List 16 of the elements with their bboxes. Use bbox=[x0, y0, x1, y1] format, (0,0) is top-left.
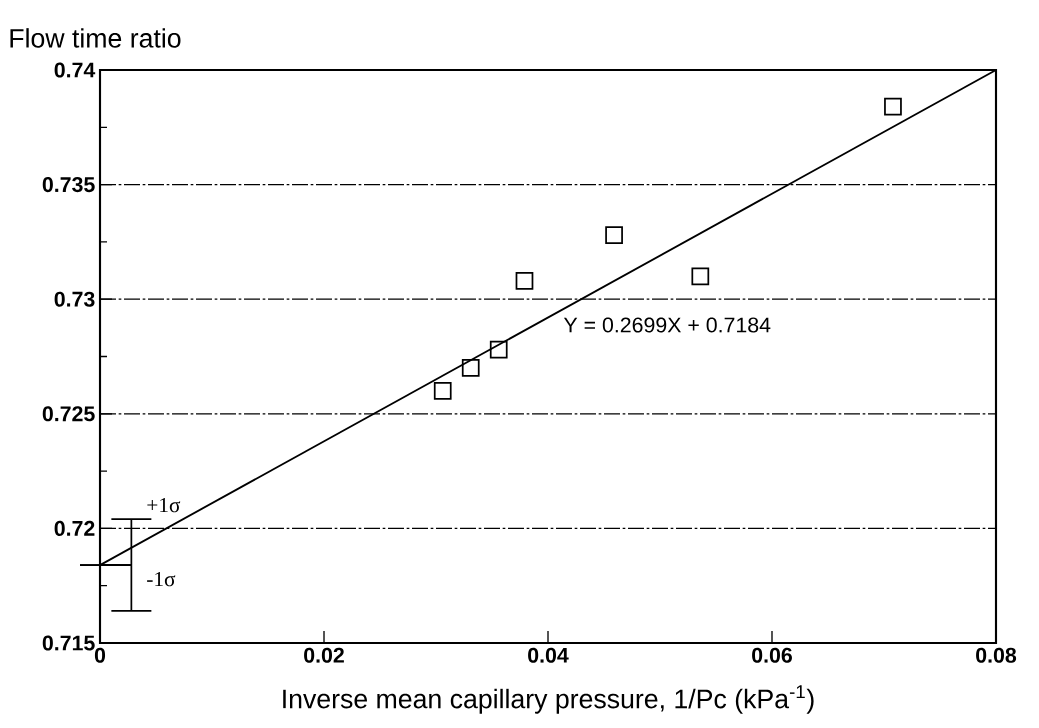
y-tick-label: 0.715 bbox=[42, 635, 95, 651]
annotation: -1σ bbox=[147, 572, 176, 587]
y-axis-title: Flow time ratio bbox=[10, 28, 181, 48]
y-tick-label: 0.74 bbox=[54, 62, 96, 78]
x-tick-label: 0.02 bbox=[304, 647, 344, 663]
y-tick-label: 0.72 bbox=[54, 520, 95, 536]
x-tick-label: 0.04 bbox=[528, 647, 569, 663]
y-tick-label: 0.73 bbox=[54, 291, 95, 307]
x-tick-label: 0.08 bbox=[976, 647, 1017, 663]
x-axis-title: Inverse mean capillary pressure, 1/Pc (kPa$^{-1}$) bbox=[283, 685, 814, 714]
y-tick-label: 0.735 bbox=[42, 177, 95, 193]
x-tick-label: 0.06 bbox=[752, 647, 792, 663]
x-tick-label: 0 bbox=[94, 647, 106, 663]
y-tick-label: 0.725 bbox=[42, 406, 95, 422]
annotation: Y = 0.2699X + 0.7184 bbox=[563, 317, 771, 333]
annotation: +1σ bbox=[147, 498, 181, 513]
